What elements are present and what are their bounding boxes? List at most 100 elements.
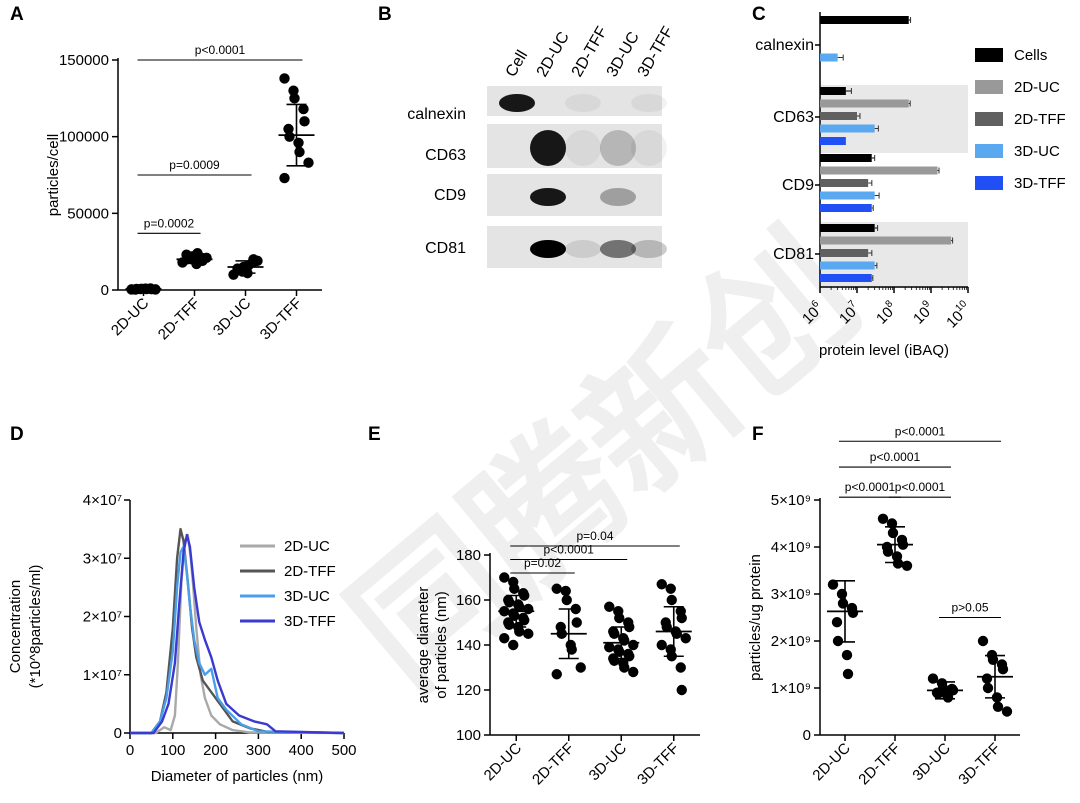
y-axis-title: particles/ug protein: [747, 554, 764, 681]
y-axis-title-2: (*10^8particles/ml): [27, 565, 44, 689]
x-tick-label: 0: [126, 742, 134, 759]
p-value-label: p<0.0001: [895, 480, 946, 494]
x-tick-label-2D-UC: 2D-UC: [481, 740, 526, 785]
data-point-3D-UC: [614, 612, 625, 624]
panel-label-E: E: [368, 424, 381, 445]
p-value-label: p=0.02: [524, 556, 561, 570]
bar-3D-TFF-CD81: [820, 274, 872, 282]
y-tick-label: 5×10⁹: [771, 492, 811, 509]
blot-strip-CD9: [487, 174, 662, 216]
y-tick-label: 150000: [59, 52, 109, 69]
x-tick-label: 400: [289, 742, 314, 759]
series-line-2D-TFF: [130, 527, 345, 735]
data-point-2D-TFF: [560, 585, 571, 597]
p-value-label: p=0.0002: [144, 216, 195, 230]
y-tick-label: 140: [456, 637, 481, 654]
y-axis-title: average diameter: [415, 587, 432, 704]
data-point-3D-TFF: [299, 116, 310, 127]
y-tick-label: 2×10⁹: [771, 633, 811, 650]
x-axis-title: protein level (iBAQ): [819, 342, 949, 359]
p-value-label: p<0.0001: [544, 543, 595, 557]
x-tick-label-2D-TFF: 2D-TFF: [155, 295, 204, 344]
data-point-2D-UC: [499, 572, 510, 583]
blot-band-CD63-3D-TFF: [631, 130, 667, 166]
x-tick-label-2D-UC: 2D-UC: [809, 740, 854, 785]
panel-label-A: A: [10, 4, 24, 25]
bar-3D-UC-CD81: [820, 261, 875, 270]
data-point-2D-UC: [827, 579, 839, 590]
x-tick-label: 300: [246, 742, 271, 759]
y-axis-title: Concentration: [7, 580, 24, 673]
data-point-3D-TFF: [283, 123, 294, 135]
y-tick-label: 0: [803, 727, 811, 744]
data-point-3D-UC: [604, 601, 615, 612]
data-point-3D-UC: [609, 628, 620, 639]
bar-Cells-calnexin: [820, 16, 909, 24]
data-point-2D-UC: [847, 607, 859, 618]
data-point-3D-TFF: [676, 684, 687, 696]
data-point-2D-UC: [842, 668, 854, 680]
blot-band-calnexin-2D-TFF: [565, 94, 601, 112]
blot-strip-CD63: [487, 124, 662, 168]
legend-label-3D-TFF: 3D-TFF: [284, 613, 336, 630]
x-tick-label-3D-UC: 3D-UC: [909, 740, 954, 785]
data-point-3D-TFF: [279, 172, 290, 184]
bar-2D-TFF-CD63: [820, 112, 857, 120]
blot-row-label-CD63: CD63: [425, 147, 466, 164]
data-point-3D-TFF: [997, 664, 1009, 675]
legend-label-Cells: Cells: [1014, 47, 1047, 64]
blot-band-CD81-2D-TFF: [565, 240, 601, 258]
data-point-3D-UC: [252, 255, 263, 267]
legend-label-2D-TFF: 2D-TFF: [284, 563, 336, 580]
y-tick-label: 1×10⁷: [83, 667, 122, 684]
x-tick-label-3D-UC: 3D-UC: [210, 295, 255, 340]
y-axis-title: particles/cell: [45, 134, 62, 217]
data-point-2D-UC: [504, 597, 515, 608]
blot-band-CD9-2D-UC: [530, 188, 566, 206]
blot-band-calnexin-Cell: [499, 94, 535, 112]
data-point-2D-UC: [509, 583, 520, 594]
data-point-3D-TFF: [666, 594, 677, 606]
data-point-3D-TFF: [982, 682, 994, 694]
x-tick-label: 1010: [942, 298, 975, 331]
y-axis-title-2: of particles (nm): [433, 591, 450, 699]
x-tick-label-2D-TFF: 2D-TFF: [529, 740, 578, 789]
legend-swatch-2D-UC: [975, 80, 1003, 94]
panel-B: Cell 2D-UC2D-TFF3D-UC3D-TFFcalnexinCD63CD…: [407, 24, 677, 268]
data-point-2D-TFF: [877, 513, 889, 524]
panel-label-B: B: [378, 4, 392, 25]
bar-Cells-CD81: [820, 224, 875, 232]
data-point-2D-TFF: [575, 662, 586, 673]
x-tick-label-2D-UC: 2D-UC: [108, 295, 153, 340]
x-tick-label-3D-TFF: 3D-TFF: [955, 740, 1004, 789]
data-point-3D-TFF: [675, 662, 686, 673]
bar-Cells-CD63: [820, 87, 846, 95]
legend-label-2D-UC: 2D-UC: [284, 538, 330, 555]
y-tick-label: 0: [101, 282, 109, 299]
x-tick-label-3D-UC: 3D-UC: [586, 740, 631, 785]
data-point-2D-UC: [841, 649, 853, 661]
data-point-3D-TFF: [656, 639, 667, 651]
blot-row-label-CD81: CD81: [425, 240, 466, 257]
bar-2D-UC-CD9: [820, 166, 938, 175]
data-point-3D-UC: [628, 639, 639, 651]
legend-label-3D-UC: 3D-UC: [1014, 143, 1060, 160]
x-tick-label-3D-TFF: 3D-TFF: [634, 740, 683, 789]
data-point-3D-TFF: [977, 635, 989, 647]
blot-band-CD9-3D-UC: [600, 188, 636, 206]
y-tick-label: 2×10⁷: [83, 609, 122, 626]
data-point-2D-UC: [519, 615, 530, 626]
bar-3D-TFF-CD9: [820, 204, 872, 212]
legend-label-2D-TFF: 2D-TFF: [1014, 111, 1066, 128]
bar-2D-TFF-CD9: [820, 179, 869, 187]
data-point-3D-UC: [604, 642, 615, 653]
legend-swatch-2D-TFF: [975, 112, 1003, 126]
legend-label-3D-TFF: 3D-TFF: [1014, 175, 1066, 192]
series-line-3D-TFF: [130, 533, 345, 735]
x-tick-label-3D-TFF: 3D-TFF: [257, 295, 306, 344]
blot-band-CD81-3D-UC: [600, 240, 636, 258]
data-point-2D-TFF: [571, 617, 582, 628]
x-tick-label-2D-TFF: 2D-TFF: [855, 740, 904, 789]
